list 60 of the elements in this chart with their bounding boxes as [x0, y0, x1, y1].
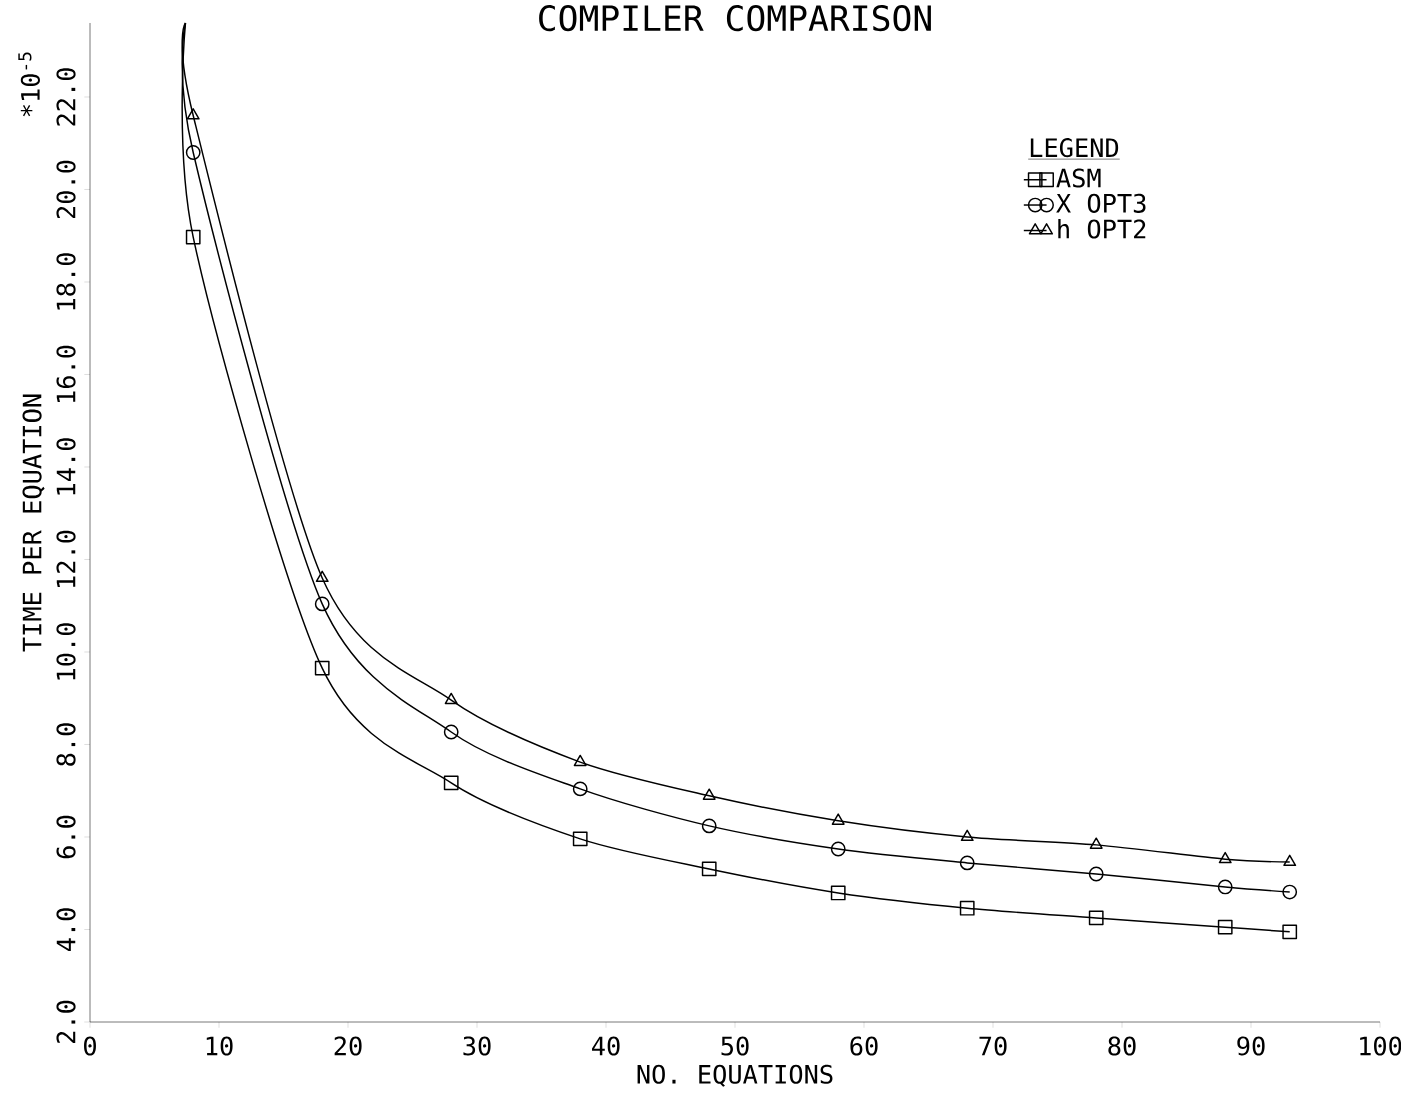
x-tick-label: 80 — [1108, 1036, 1136, 1056]
point — [960, 829, 974, 842]
x-tick-label: 100 — [1360, 1036, 1401, 1056]
x-tick-label: 60 — [850, 1036, 878, 1056]
point — [573, 754, 587, 767]
y-tick-label: 18.0 — [56, 253, 76, 310]
chart-title: COMPILER COMPARISON — [539, 5, 931, 32]
point — [701, 818, 717, 834]
point — [314, 660, 330, 676]
point — [701, 861, 717, 877]
point — [1088, 866, 1104, 882]
point — [1282, 924, 1298, 940]
x-tick-label: 50 — [721, 1036, 749, 1056]
x-tick-label: 30 — [463, 1036, 491, 1056]
y-tick-label: 2.0 — [56, 1000, 76, 1043]
text: *10$^{-5}$ — [18, 52, 40, 117]
point — [1089, 837, 1103, 849]
y-tick-label: 20.0 — [56, 160, 76, 219]
point — [959, 855, 975, 871]
point — [1217, 919, 1233, 935]
point — [1218, 851, 1232, 864]
point — [1217, 879, 1233, 895]
x-tick-label: 10 — [206, 1036, 233, 1056]
point — [830, 885, 846, 901]
x-tick-label: 40 — [592, 1036, 620, 1056]
point — [1283, 854, 1297, 867]
point — [185, 229, 201, 245]
point — [443, 724, 459, 740]
legend-label: X OPT3 — [1056, 193, 1146, 213]
point — [315, 570, 329, 583]
y-tick-label: 14.0 — [56, 438, 76, 495]
point — [702, 788, 716, 800]
y-tick-label: 16.0 — [56, 345, 76, 402]
point — [314, 596, 330, 612]
legend-title: LEGEND — [1030, 138, 1119, 158]
point — [443, 775, 459, 791]
point — [959, 900, 975, 916]
y-tick-label: 6.0 — [56, 815, 76, 859]
point — [1282, 884, 1298, 900]
y-axis-title: TIME PER EQUATION — [22, 394, 45, 652]
point — [572, 831, 588, 847]
x-tick-label: 20 — [334, 1036, 362, 1056]
y-tick-label: 4.0 — [56, 908, 76, 952]
point — [831, 813, 845, 825]
x-axis-title: NO. EQUATIONS — [637, 1064, 833, 1087]
point — [186, 108, 200, 120]
legend-label: ASM — [1056, 168, 1101, 188]
y-tick-label: 8.0 — [56, 723, 76, 766]
point — [572, 781, 588, 797]
y-tick-label: 12.0 — [56, 530, 76, 587]
point — [444, 692, 458, 705]
y-tick-label: 10.0 — [56, 623, 76, 680]
legend-label: h OPT2 — [1058, 219, 1146, 239]
x-tick-label: 0 — [84, 1036, 96, 1056]
x-tick-label: 70 — [979, 1036, 1007, 1056]
y-tick-label: 22.0 — [56, 68, 76, 126]
point — [1088, 910, 1104, 926]
point — [185, 145, 201, 160]
point — [830, 841, 846, 857]
x-tick-label: 90 — [1237, 1036, 1265, 1056]
